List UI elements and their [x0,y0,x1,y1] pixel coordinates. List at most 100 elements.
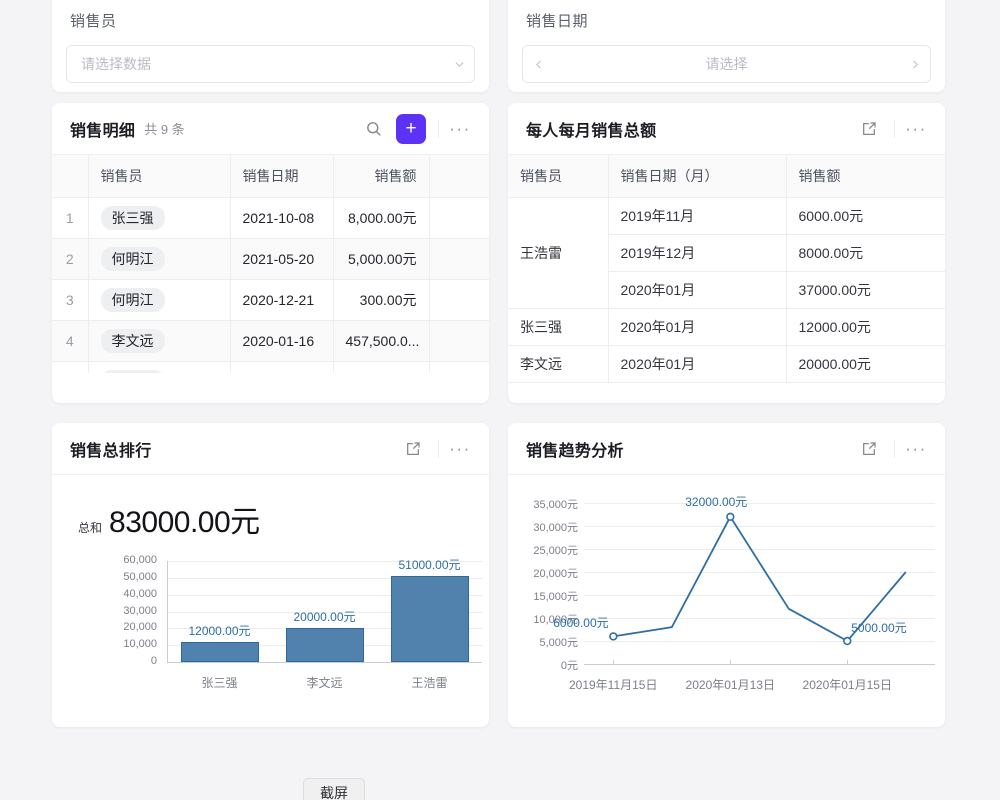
chevron-right-icon[interactable] [900,58,930,71]
monthly-totals-header: 每人每月销售总额 ··· [508,103,945,155]
add-record-button[interactable]: + [396,113,426,144]
sales-detail-table-scroll[interactable]: 销售员 销售日期 销售额 1 张三强 2021-10-08 8,000.00元 [52,155,489,373]
column-index [52,155,89,198]
salesperson-tag: 李文远 [100,329,165,353]
sales-trend-more-button[interactable]: ··· [905,438,927,458]
cell-sales-amount: 8,000.00元 [333,197,430,239]
salesperson-tag: 张三强 [100,206,165,230]
cell-sales-amount: 457,500.0... [333,320,430,362]
sales-detail-table: 销售员 销售日期 销售额 1 张三强 2021-10-08 8,000.00元 [52,155,489,373]
cell-sales-month: 2020年01月 [608,271,787,309]
cell-sales-month: 2020年01月 [608,308,787,346]
y-axis-tick-label: 0 [150,655,157,667]
line-value-label: 32000.00元 [685,494,748,509]
sales-detail-more-button[interactable]: ··· [449,118,471,138]
sales-ranking-more-button[interactable]: ··· [449,438,471,458]
line-value-label: 5000.00元 [851,621,907,635]
salesperson-filter-label: 销售员 [70,13,117,30]
column-salesperson: 销售员 [88,155,231,198]
row-index: 4 [52,320,89,362]
header-divider [438,119,439,138]
sales-ranking-title: 销售总排行 [70,442,152,460]
row-index: 2 [52,238,89,280]
salesperson-tag: 王浩雷 [100,370,165,373]
cell-sales-amount: 300.00元 [333,279,430,321]
sales-total-kpi: 总和 83000.00元 [52,475,489,541]
x-axis-tick-mark [847,660,849,665]
cell-sales-amount: 37000.00元 [786,271,945,309]
y-axis-tick-label: 50,000 [123,570,157,583]
gridline [584,549,935,550]
sales-detail-title: 销售明细 [70,122,136,140]
sales-detail-card: 销售明细 共 9 条 + ··· 销售员 销售日期 销售额 [52,103,489,403]
bar[interactable] [180,641,259,662]
cell-spacer [429,361,489,373]
header-divider [894,439,895,458]
gridline [167,611,482,613]
external-link-icon[interactable] [400,436,426,462]
sales-trend-title: 销售趋势分析 [526,442,624,460]
bar-value-label: 12000.00元 [188,623,251,638]
column-salesperson: 销售员 [508,155,609,198]
x-axis-tick-label: 张三强 [201,676,238,690]
gridline [584,503,935,504]
cell-salesperson: 王浩雷 [508,197,609,309]
cell-salesperson: 何明江 [88,238,231,280]
cell-sales-date: 2020-01-16 [230,320,334,362]
cell-sales-amount: 20000.00元 [786,345,945,383]
x-axis-tick-label: 李文远 [306,676,343,690]
gridline [584,526,935,527]
line-value-label: 6000.00元 [553,616,609,631]
external-link-icon[interactable] [856,436,882,462]
table-header-row: 销售员 销售日期 销售额 [52,155,489,198]
table-row[interactable]: 3 何明江 2020-12-21 300.00元 [52,279,489,321]
gridline [584,595,935,596]
column-sales-amount: 销售额 [786,155,945,198]
y-axis-tick-label: 60,000 [123,554,157,566]
table-row[interactable]: 4 李文远 2020-01-16 457,500.0... [52,320,489,362]
sales-trend-line-chart: 0元 5,000元 10,000元 15,000元 20,000元 25,000元 30,0… [508,423,945,727]
chevron-down-icon [444,58,474,71]
table-row[interactable]: 2019年12月 8000.00元 [508,234,945,272]
y-axis-tick-label: 10,000元 [533,614,578,626]
table-row[interactable]: 2020年01月 37000.00元 [508,271,945,309]
cell-sales-amount: 6000.00元 [786,197,945,235]
bar-value-label: 51000.00元 [398,558,461,573]
table-row[interactable]: 张三强 2020年01月 12000.00元 [508,308,945,346]
y-axis-tick-label: 5,000元 [539,637,578,649]
table-row[interactable]: 5 王浩雷 2020-01-15 5,000.00元 [52,361,489,373]
cell-sales-month: 2020年01月 [608,345,787,383]
external-link-icon[interactable] [856,116,882,142]
salesperson-select[interactable]: 请选择数据 [66,45,475,83]
bar[interactable] [390,576,469,662]
row-index: 3 [52,279,89,321]
x-axis-tick-mark [613,660,615,665]
sales-date-picker[interactable]: 请选择 [522,45,931,83]
y-axis-line [167,561,168,662]
monthly-totals-table: 销售员 销售日期（月） 销售额 王浩雷 2019年11月 6000.00元 20… [508,155,945,383]
y-axis-tick-label: 30,000元 [533,522,578,534]
table-row[interactable]: 李文远 2020年01月 20000.00元 [508,345,945,383]
trend-line-series [609,512,907,646]
chevron-left-icon[interactable] [523,58,553,71]
table-row[interactable]: 王浩雷 2019年11月 6000.00元 [508,197,945,309]
table-row[interactable]: 2 何明江 2021-05-20 5,000.00元 [52,238,489,280]
x-axis-tick-label: 2019年11月15日 [568,678,658,692]
screenshot-button[interactable]: 截屏 [303,778,365,800]
bar[interactable] [285,628,364,662]
gridline [167,577,482,579]
search-icon[interactable] [360,116,386,142]
table-row[interactable]: 1 张三强 2021-10-08 8,000.00元 [52,197,489,239]
cell-salesperson: 李文远 [88,320,231,362]
bar-value-label: 20000.00元 [293,610,356,625]
sales-detail-header: 销售明细 共 9 条 + ··· [52,103,489,155]
y-axis-tick-label: 40,000 [123,587,157,600]
sales-date-filter-card: 销售日期 请选择 [508,0,945,92]
sales-date-filter-label: 销售日期 [526,13,589,30]
sales-trend-header: 销售趋势分析 ··· [508,423,945,475]
table-header-row: 销售员 销售日期（月） 销售额 [508,155,945,198]
cell-sales-date: 2020-01-15 [230,361,334,373]
y-axis-tick-label: 20,000 [123,621,157,634]
monthly-totals-more-button[interactable]: ··· [905,118,927,138]
cell-spacer [429,279,489,321]
